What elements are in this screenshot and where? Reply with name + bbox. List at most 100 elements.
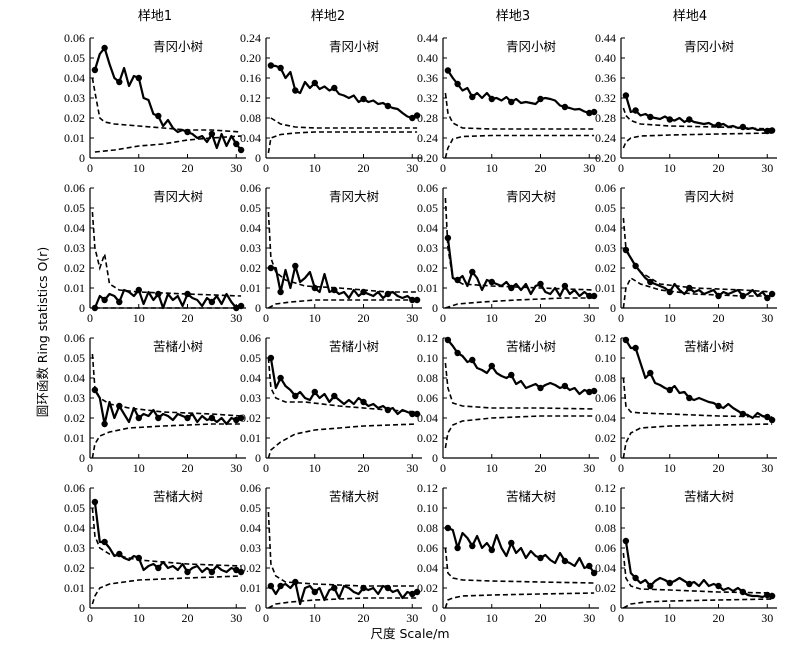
observed-line — [624, 249, 773, 300]
y-tick-label: 0.04 — [417, 221, 438, 235]
observed-point — [208, 298, 216, 306]
x-tick-label: 20 — [182, 461, 194, 475]
y-tick-label: 0.02 — [417, 581, 438, 595]
observed-point — [537, 384, 544, 392]
x-tick-label: 20 — [182, 161, 194, 175]
x-tick-label: 30 — [583, 161, 595, 175]
observed-point — [686, 580, 693, 588]
x-tick-label: 20 — [358, 611, 370, 625]
observed-point — [155, 112, 162, 120]
x-tick-label: 0 — [618, 461, 624, 475]
observed-point — [409, 114, 416, 122]
y-tick-label: 0 — [255, 601, 261, 615]
x-tick-label: 30 — [583, 311, 595, 325]
envelope-upper-line — [444, 362, 595, 410]
y-tick-label: 0.44 — [417, 31, 438, 45]
y-tick-label: 0.28 — [417, 111, 438, 125]
y-tick-label: 0 — [432, 301, 438, 315]
x-tick-label: 20 — [535, 161, 547, 175]
panel-title: 青冈大树 — [506, 189, 556, 204]
panel-r2-c2: 0 0.01 0.02 0.03 0.04 0.05 0.06 0 10 20 30 青冈大树 — [240, 181, 422, 325]
observed-point — [331, 84, 338, 92]
y-tick-label: 0.06 — [417, 181, 438, 195]
y-tick-label: 0.08 — [595, 521, 616, 535]
y-tick-label: 0 — [79, 301, 85, 315]
observed-point — [488, 95, 495, 103]
observed-point — [292, 392, 299, 400]
observed-point — [311, 588, 318, 596]
observed-point — [666, 288, 673, 296]
x-tick-label: 0 — [618, 611, 624, 625]
observed-point — [409, 296, 416, 304]
x-tick-label: 30 — [583, 611, 595, 625]
observed-point — [101, 296, 108, 304]
x-tick-label: 30 — [406, 311, 418, 325]
x-tick-label: 30 — [761, 311, 773, 325]
observed-point — [267, 62, 275, 69]
y-tick-label: 0.40 — [417, 51, 438, 65]
observed-point — [454, 544, 461, 552]
y-tick-label: 0.03 — [417, 241, 438, 255]
y-tick-label: 0.01 — [595, 281, 616, 295]
x-tick-label: 30 — [230, 161, 242, 175]
observed-point — [409, 410, 416, 418]
x-tick-label: 10 — [664, 611, 676, 625]
observed-point — [91, 304, 99, 312]
x-tick-label: 30 — [406, 611, 418, 625]
observed-point — [155, 290, 162, 298]
observed-point — [331, 392, 338, 400]
y-tick-label: 0.05 — [417, 201, 438, 215]
x-tick-label: 0 — [440, 311, 446, 325]
x-tick-label: 10 — [309, 161, 321, 175]
observed-line — [446, 69, 595, 115]
x-tick-label: 30 — [406, 461, 418, 475]
y-tick-label: 0.02 — [64, 261, 85, 275]
y-tick-label: 0.10 — [595, 351, 616, 365]
observed-point — [91, 386, 99, 394]
y-tick-label: 0.04 — [64, 371, 85, 385]
panels: 00.010.020.030.040.050.060 10 20 30青冈小树00.0… — [64, 31, 777, 625]
y-tick-label: 0.02 — [64, 411, 85, 425]
y-tick-label: 0.01 — [417, 281, 438, 295]
y-tick-label: 0.02 — [595, 431, 616, 445]
y-tick-label: 0.03 — [595, 241, 616, 255]
observed-point — [155, 414, 162, 422]
observed-point — [311, 79, 318, 87]
x-tick-label: 20 — [182, 611, 194, 625]
observed-point — [768, 290, 776, 298]
y-tick-label: 0 — [432, 451, 438, 465]
observed-point — [632, 107, 639, 114]
observed-point — [267, 264, 275, 272]
observed-point — [764, 591, 771, 599]
observed-point — [469, 542, 476, 550]
panel-r1-c3: 0.20 0.24 0.28 0.32 0.36 0.40 0.44 0 10 20 30 青冈小树 — [417, 31, 599, 175]
observed-line — [93, 501, 242, 574]
y-tick-label: 0.36 — [417, 71, 438, 85]
observed-point — [622, 336, 630, 344]
x-tick-label: 30 — [761, 611, 773, 625]
observed-point — [590, 108, 598, 116]
observed-point — [233, 416, 240, 424]
y-tick-label: 0.05 — [240, 501, 261, 515]
envelope-lower-line — [444, 134, 595, 159]
x-tick-label: 20 — [358, 461, 370, 475]
x-axis-label: 尺度 Scale/m — [371, 626, 450, 641]
x-tick-label: 30 — [761, 461, 773, 475]
y-tick-label: 0.03 — [64, 391, 85, 405]
observed-point — [739, 410, 747, 418]
observed-point — [508, 98, 515, 106]
observed-point — [233, 140, 240, 148]
column-title-1: 样地1 — [138, 9, 172, 24]
envelope-lower-line — [268, 299, 418, 309]
observed-point — [666, 116, 673, 123]
y-tick-label: 0.04 — [64, 221, 85, 235]
observed-point — [277, 288, 284, 296]
observed-point — [764, 294, 771, 302]
envelope-lower-line — [444, 415, 595, 449]
x-tick-label: 0 — [263, 611, 269, 625]
y-tick-label: 0 — [79, 451, 85, 465]
observed-point — [647, 278, 654, 286]
observed-point — [537, 95, 544, 103]
y-tick-label: 0.06 — [595, 391, 616, 405]
observed-point — [715, 402, 722, 410]
